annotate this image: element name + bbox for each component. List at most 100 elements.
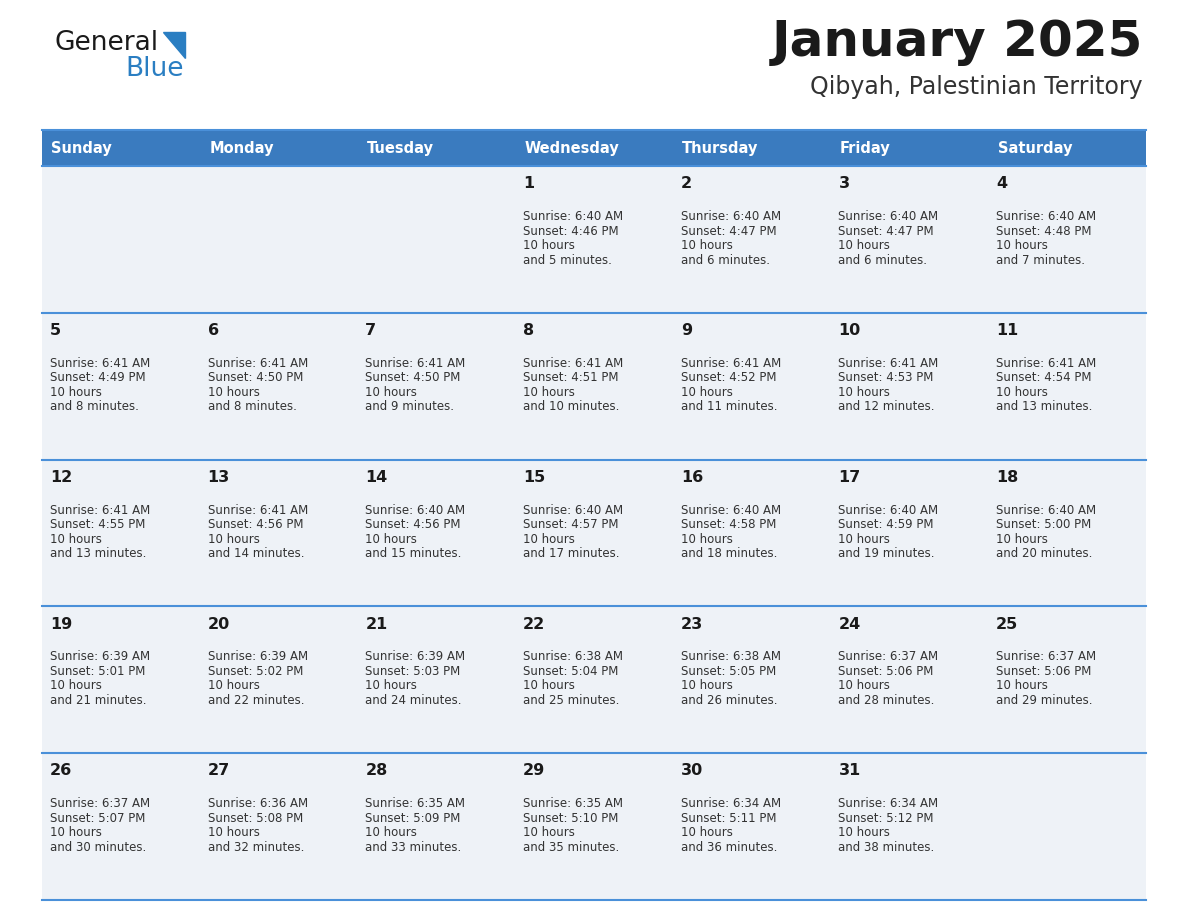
Text: Sunset: 4:50 PM: Sunset: 4:50 PM <box>208 372 303 385</box>
Text: 22: 22 <box>523 617 545 632</box>
Text: Sunrise: 6:40 AM: Sunrise: 6:40 AM <box>523 210 624 223</box>
Bar <box>672 130 830 166</box>
Text: and 10 minutes.: and 10 minutes. <box>523 400 619 413</box>
Text: Sunrise: 6:38 AM: Sunrise: 6:38 AM <box>523 651 623 664</box>
Text: Sunset: 5:06 PM: Sunset: 5:06 PM <box>997 665 1092 677</box>
Bar <box>42 607 1146 753</box>
Text: and 30 minutes.: and 30 minutes. <box>50 841 146 854</box>
Text: Sunrise: 6:37 AM: Sunrise: 6:37 AM <box>839 651 939 664</box>
Text: 4: 4 <box>997 176 1007 191</box>
Text: 24: 24 <box>839 617 861 632</box>
Text: and 11 minutes.: and 11 minutes. <box>681 400 777 413</box>
Text: Sunset: 4:56 PM: Sunset: 4:56 PM <box>208 518 303 532</box>
Text: 16: 16 <box>681 470 703 485</box>
Text: Sunset: 5:00 PM: Sunset: 5:00 PM <box>997 518 1092 532</box>
Text: Sunrise: 6:38 AM: Sunrise: 6:38 AM <box>681 651 781 664</box>
Text: 10 hours: 10 hours <box>997 239 1048 252</box>
Bar <box>42 313 1146 460</box>
Text: and 35 minutes.: and 35 minutes. <box>523 841 619 854</box>
Text: Sunrise: 6:34 AM: Sunrise: 6:34 AM <box>839 797 939 811</box>
Text: Sunset: 5:08 PM: Sunset: 5:08 PM <box>208 812 303 824</box>
Text: and 33 minutes.: and 33 minutes. <box>366 841 462 854</box>
Text: Monday: Monday <box>209 140 273 155</box>
Text: Sunset: 4:50 PM: Sunset: 4:50 PM <box>366 372 461 385</box>
Text: 11: 11 <box>997 323 1018 338</box>
Text: 10 hours: 10 hours <box>681 239 733 252</box>
Text: 3: 3 <box>839 176 849 191</box>
Text: Sunset: 5:06 PM: Sunset: 5:06 PM <box>839 665 934 677</box>
Text: Sunrise: 6:40 AM: Sunrise: 6:40 AM <box>523 504 624 517</box>
Text: Sunset: 5:02 PM: Sunset: 5:02 PM <box>208 665 303 677</box>
Text: and 17 minutes.: and 17 minutes. <box>523 547 619 560</box>
Text: and 12 minutes.: and 12 minutes. <box>839 400 935 413</box>
Text: and 8 minutes.: and 8 minutes. <box>208 400 297 413</box>
Text: Sunset: 4:59 PM: Sunset: 4:59 PM <box>839 518 934 532</box>
Text: Sunset: 4:47 PM: Sunset: 4:47 PM <box>681 225 777 238</box>
Text: 10 hours: 10 hours <box>523 679 575 692</box>
Bar <box>516 130 672 166</box>
Text: and 29 minutes.: and 29 minutes. <box>997 694 1093 707</box>
Text: 10 hours: 10 hours <box>681 386 733 398</box>
Text: Sunrise: 6:40 AM: Sunrise: 6:40 AM <box>997 210 1097 223</box>
Text: 10 hours: 10 hours <box>997 532 1048 545</box>
Text: Sunrise: 6:41 AM: Sunrise: 6:41 AM <box>839 357 939 370</box>
Text: Sunset: 5:10 PM: Sunset: 5:10 PM <box>523 812 619 824</box>
Bar <box>42 130 200 166</box>
Text: 19: 19 <box>50 617 72 632</box>
Text: Sunset: 4:56 PM: Sunset: 4:56 PM <box>366 518 461 532</box>
Text: and 22 minutes.: and 22 minutes. <box>208 694 304 707</box>
Text: and 36 minutes.: and 36 minutes. <box>681 841 777 854</box>
Text: 10 hours: 10 hours <box>681 679 733 692</box>
Text: and 25 minutes.: and 25 minutes. <box>523 694 619 707</box>
Text: Sunset: 5:09 PM: Sunset: 5:09 PM <box>366 812 461 824</box>
Text: Sunset: 4:54 PM: Sunset: 4:54 PM <box>997 372 1092 385</box>
Text: 10 hours: 10 hours <box>366 532 417 545</box>
Text: Qibyah, Palestinian Territory: Qibyah, Palestinian Territory <box>810 75 1143 99</box>
Text: Sunrise: 6:40 AM: Sunrise: 6:40 AM <box>681 504 781 517</box>
Text: Sunrise: 6:37 AM: Sunrise: 6:37 AM <box>997 651 1097 664</box>
Text: 8: 8 <box>523 323 535 338</box>
Text: and 6 minutes.: and 6 minutes. <box>681 253 770 266</box>
Text: 10 hours: 10 hours <box>50 826 102 839</box>
Text: 10 hours: 10 hours <box>523 826 575 839</box>
Text: and 38 minutes.: and 38 minutes. <box>839 841 935 854</box>
Text: Sunset: 4:47 PM: Sunset: 4:47 PM <box>839 225 934 238</box>
Text: and 21 minutes.: and 21 minutes. <box>50 694 146 707</box>
Text: 10 hours: 10 hours <box>523 532 575 545</box>
Text: 10 hours: 10 hours <box>839 826 890 839</box>
Text: Sunrise: 6:36 AM: Sunrise: 6:36 AM <box>208 797 308 811</box>
Text: Sunset: 4:58 PM: Sunset: 4:58 PM <box>681 518 776 532</box>
Text: 29: 29 <box>523 764 545 778</box>
Bar <box>988 130 1146 166</box>
Text: Sunrise: 6:39 AM: Sunrise: 6:39 AM <box>50 651 150 664</box>
Text: and 24 minutes.: and 24 minutes. <box>366 694 462 707</box>
Text: 10 hours: 10 hours <box>208 386 259 398</box>
Text: General: General <box>55 30 159 56</box>
Polygon shape <box>163 32 185 58</box>
Text: Sunrise: 6:40 AM: Sunrise: 6:40 AM <box>839 210 939 223</box>
Bar <box>200 130 358 166</box>
Text: Sunset: 4:49 PM: Sunset: 4:49 PM <box>50 372 145 385</box>
Text: Sunrise: 6:35 AM: Sunrise: 6:35 AM <box>366 797 466 811</box>
Text: 23: 23 <box>681 617 703 632</box>
Text: Sunrise: 6:41 AM: Sunrise: 6:41 AM <box>208 357 308 370</box>
Text: 10 hours: 10 hours <box>839 239 890 252</box>
Text: 7: 7 <box>366 323 377 338</box>
Text: Sunrise: 6:39 AM: Sunrise: 6:39 AM <box>208 651 308 664</box>
Text: and 6 minutes.: and 6 minutes. <box>839 253 928 266</box>
Text: 10 hours: 10 hours <box>366 826 417 839</box>
Text: 10 hours: 10 hours <box>681 532 733 545</box>
Bar <box>42 753 1146 900</box>
Text: 31: 31 <box>839 764 861 778</box>
Text: and 5 minutes.: and 5 minutes. <box>523 253 612 266</box>
Text: 20: 20 <box>208 617 229 632</box>
Text: 9: 9 <box>681 323 691 338</box>
Text: Sunrise: 6:40 AM: Sunrise: 6:40 AM <box>681 210 781 223</box>
Text: and 8 minutes.: and 8 minutes. <box>50 400 139 413</box>
Text: Blue: Blue <box>125 56 183 82</box>
Text: Sunset: 5:05 PM: Sunset: 5:05 PM <box>681 665 776 677</box>
Text: Sunset: 5:12 PM: Sunset: 5:12 PM <box>839 812 934 824</box>
Text: Sunrise: 6:35 AM: Sunrise: 6:35 AM <box>523 797 623 811</box>
Text: 10 hours: 10 hours <box>839 386 890 398</box>
Text: Sunset: 4:53 PM: Sunset: 4:53 PM <box>839 372 934 385</box>
